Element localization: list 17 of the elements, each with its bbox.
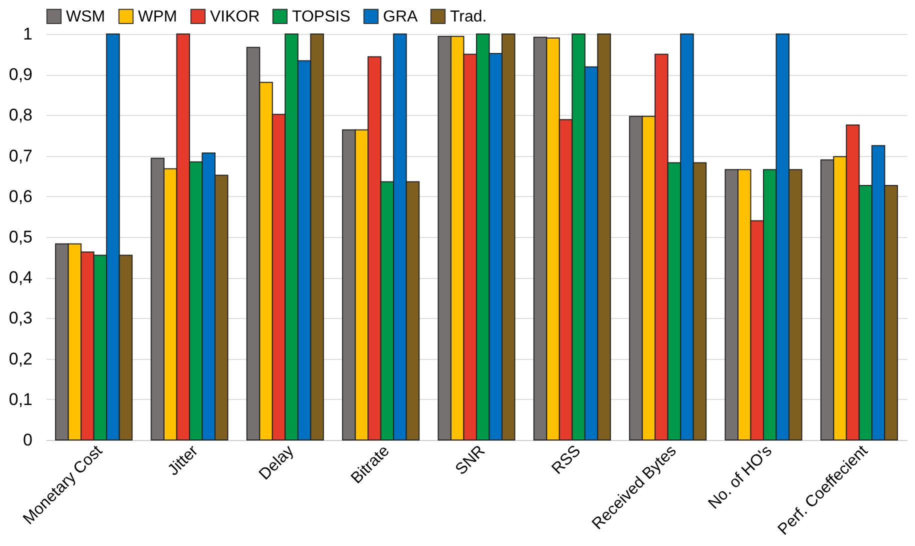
legend-label: GRA [383,8,418,26]
y-tick-label: 0,4 [8,268,32,288]
y-tick-label: 0,7 [8,146,32,166]
y-tick-label: 0,5 [8,228,32,246]
y-tick-label: 0,9 [8,65,32,84]
legend-label: Trad. [450,8,487,26]
legend-label: WSM [66,8,106,26]
y-tick-label: 0,2 [8,349,32,368]
y-tick-label: 0,6 [8,186,32,206]
y-tick-label: 0,3 [8,308,32,328]
y-tick-label: 0 [23,430,32,450]
y-tick-label: 1 [23,24,32,44]
legend-label: TOPSIS [292,8,350,26]
y-tick-label: 0,8 [8,106,32,125]
legend-label: VIKOR [210,8,260,26]
y-tick-label: 0,1 [8,390,32,409]
legend-label: WPM [138,8,178,26]
